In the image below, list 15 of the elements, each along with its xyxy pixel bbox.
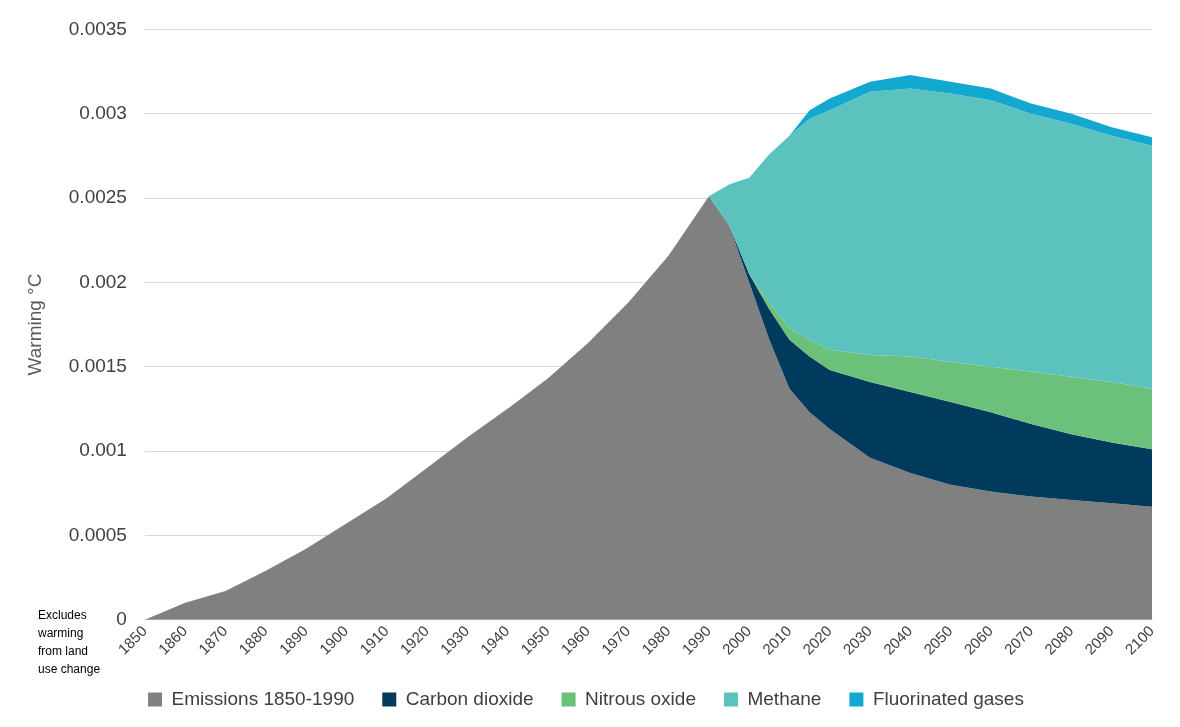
y-tick-label: 0.0035 [68, 17, 127, 39]
y-tick-label: 0.0005 [68, 523, 127, 545]
legend-label: Fluorinated gases [872, 687, 1024, 709]
y-tick-label: 0.002 [79, 270, 127, 292]
legend-label: Nitrous oxide [585, 687, 696, 709]
legend-label: Emissions 1850-1990 [171, 687, 355, 709]
y-tick-label: 0.0015 [68, 354, 127, 376]
legend-label: Methane [747, 687, 822, 709]
y-axis-title: Warming °C [23, 273, 45, 376]
legend-label: Carbon dioxide [405, 687, 534, 709]
y-tick-label: 0.001 [79, 439, 127, 461]
text: Excludes warming from land use change [38, 607, 102, 678]
y-tick-label: 0 [116, 607, 127, 629]
y-tick-label: 0.0025 [68, 186, 127, 208]
y-tick-label: 0.003 [79, 101, 127, 123]
